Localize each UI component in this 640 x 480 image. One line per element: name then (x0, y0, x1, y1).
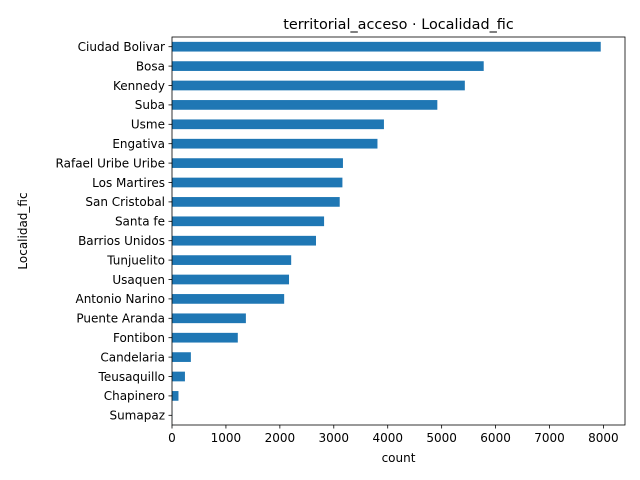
y-tick-label: Teusaquillo (98, 370, 165, 384)
bar-bosa (172, 61, 484, 71)
bar-usme (172, 119, 384, 130)
y-tick-label: San Cristobal (85, 195, 165, 209)
bar-puente-aranda (172, 313, 246, 324)
bar-rafael-uribe-uribe (172, 158, 343, 168)
bar-suba (172, 100, 438, 110)
y-tick-label: Santa fe (115, 215, 165, 229)
y-tick-label: Usme (131, 118, 165, 132)
x-tick-label: 0 (168, 431, 176, 445)
x-axis-ticks: 0 1000 2000 3000 4000 5000 6000 7000 8000 (168, 425, 619, 445)
y-tick-label: Engativa (112, 137, 165, 151)
x-tick-label: 2000 (265, 431, 296, 445)
bar-usaquen (172, 274, 290, 285)
bar-barrios-unidos (172, 235, 316, 246)
bar-kennedy (172, 80, 465, 91)
y-tick-label: Ciudad Bolivar (78, 40, 165, 54)
y-tick-label: Tunjuelito (106, 253, 165, 267)
y-tick-label: Fontibon (113, 331, 165, 345)
y-tick-label: Barrios Unidos (78, 234, 165, 248)
y-tick-label: Rafael Uribe Uribe (56, 156, 165, 170)
y-axis-ticks: Ciudad Bolivar Bosa Kennedy Suba Usme Engativ… (56, 40, 172, 423)
y-tick-label: Los Martires (92, 176, 165, 190)
x-axis-label: count (382, 451, 416, 465)
x-tick-label: 1000 (211, 431, 242, 445)
y-tick-label: Sumapaz (109, 409, 165, 423)
y-tick-label: Suba (135, 98, 165, 112)
x-tick-label: 8000 (588, 431, 619, 445)
bar-san-cristobal (172, 197, 340, 207)
y-axis-label: Localidad_fic (16, 192, 30, 269)
bar-los-martires (172, 177, 343, 188)
y-tick-label: Chapinero (104, 389, 165, 403)
y-tick-label: Kennedy (113, 79, 165, 93)
bar-engativa (172, 138, 378, 149)
bar-candelaria (172, 352, 191, 362)
x-tick-label: 4000 (372, 431, 403, 445)
x-tick-label: 3000 (319, 431, 350, 445)
chart-title: territorial_acceso · Localidad_fic (283, 17, 514, 33)
y-tick-label: Antonio Narino (75, 292, 165, 306)
bar-fontibon (172, 332, 238, 343)
x-tick-label: 5000 (426, 431, 457, 445)
y-tick-label: Candelaria (100, 350, 165, 364)
bar-teusaquillo (172, 371, 185, 382)
plot-frame (171, 36, 626, 426)
y-tick-label: Usaquen (112, 273, 165, 287)
y-tick-label: Bosa (136, 59, 165, 73)
x-tick-label: 6000 (480, 431, 511, 445)
bar-antonio-narino (172, 294, 285, 304)
bar-tunjuelito (172, 255, 292, 265)
y-tick-label: Puente Aranda (76, 312, 165, 326)
bars-group (172, 41, 601, 421)
bar-santa-fe (172, 216, 325, 227)
bar-chapinero (172, 391, 179, 401)
bar-ciudad-bolivar (172, 41, 601, 52)
x-tick-label: 7000 (534, 431, 565, 445)
